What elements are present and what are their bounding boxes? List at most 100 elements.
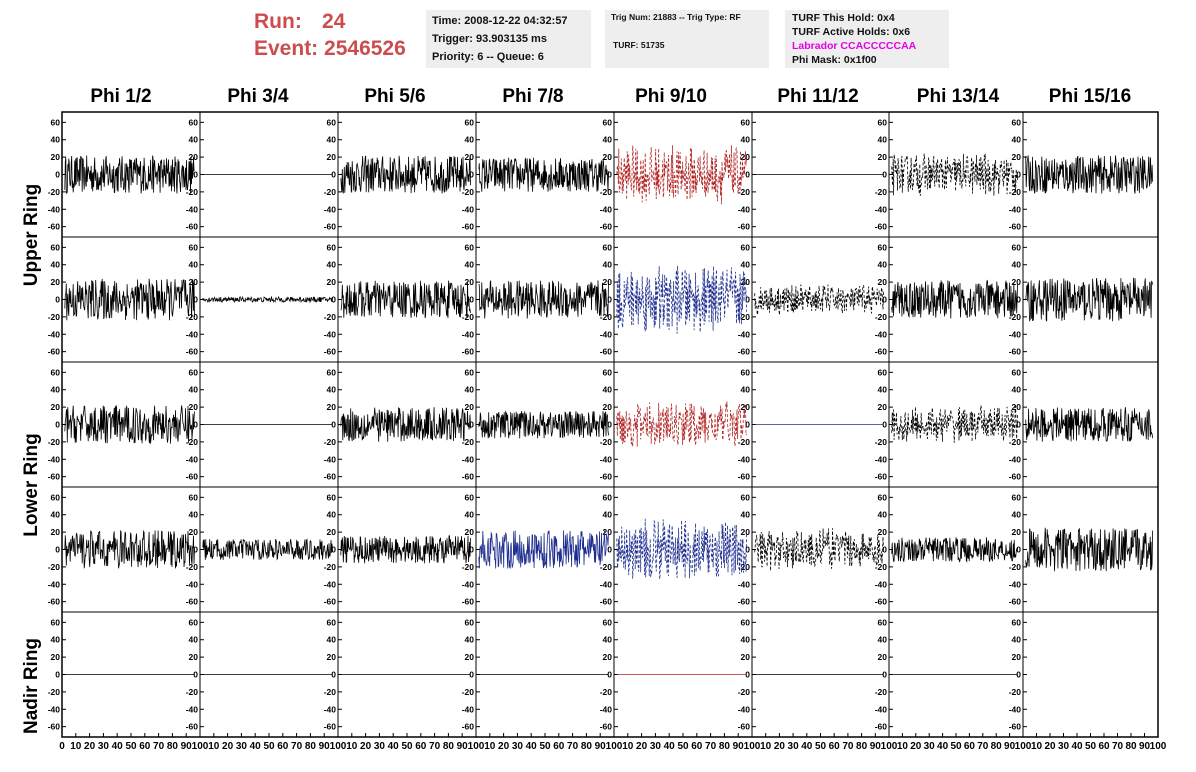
y-tick-label: 20 — [51, 277, 61, 287]
x-tick-label: 100 — [744, 741, 761, 752]
y-tick-label: 0 — [607, 420, 612, 430]
trigger-text: Trigger: 93.903135 ms — [432, 33, 547, 45]
waveform-trace — [202, 295, 333, 304]
y-tick-label: -20 — [738, 687, 751, 697]
waveform-trace — [754, 528, 884, 571]
x-tick-label: 80 — [856, 741, 868, 752]
y-tick-label: 20 — [51, 402, 61, 412]
y-tick-label: -20 — [324, 312, 337, 322]
y-tick-label: -60 — [1009, 347, 1022, 357]
x-tick-label: 20 — [1044, 741, 1056, 752]
x-tick-label: 60 — [553, 741, 565, 752]
x-tick-label: 80 — [991, 741, 1003, 752]
y-tick-label: 40 — [741, 510, 751, 520]
y-tick-label: -60 — [1009, 597, 1022, 607]
waveform-trace — [64, 278, 195, 321]
y-tick-label: 20 — [1012, 402, 1022, 412]
waveform-trace — [478, 157, 609, 192]
y-tick-label: -20 — [738, 437, 751, 447]
y-tick-label: 40 — [51, 135, 61, 145]
y-tick-label: -60 — [186, 597, 199, 607]
waveform-trace — [64, 529, 195, 569]
y-tick-label: 60 — [878, 242, 888, 252]
time-info-box: Time: 2008-12-22 04:32:57 Trigger: 93.90… — [426, 10, 591, 68]
waveform-trace — [891, 279, 1018, 319]
y-tick-label: -20 — [48, 687, 61, 697]
y-tick-label: -40 — [48, 204, 61, 214]
y-tick-label: -40 — [738, 454, 751, 464]
y-tick-label: 60 — [878, 117, 888, 127]
x-tick-label: 60 — [277, 741, 289, 752]
y-tick-label: 40 — [878, 635, 888, 645]
y-tick-label: 40 — [603, 260, 613, 270]
y-tick-label: 40 — [1012, 510, 1022, 520]
waveform-trace — [891, 537, 1018, 563]
x-tick-label: 30 — [1058, 741, 1070, 752]
x-tick-label: 90 — [1139, 741, 1151, 752]
y-tick-label: -20 — [324, 437, 337, 447]
y-tick-label: 40 — [51, 510, 61, 520]
y-tick-label: 60 — [603, 492, 613, 502]
x-tick-label: 100 — [1015, 741, 1032, 752]
x-tick-label: 100 — [468, 741, 485, 752]
waveform-trace — [1025, 277, 1153, 322]
y-tick-label: 20 — [465, 277, 475, 287]
turf-active-holds-text: TURF Active Holds: 0x6 — [792, 26, 911, 38]
y-tick-label: -40 — [875, 204, 888, 214]
waveform-trace — [1025, 155, 1153, 194]
x-tick-label: 80 — [443, 741, 455, 752]
x-tick-label: 90 — [181, 741, 193, 752]
x-tick-label: 40 — [937, 741, 949, 752]
y-tick-label: 20 — [1012, 277, 1022, 287]
y-tick-label: 0 — [1016, 170, 1021, 180]
x-tick-label: 20 — [84, 741, 96, 752]
y-tick-label: -40 — [324, 204, 337, 214]
y-tick-label: 0 — [55, 295, 60, 305]
y-tick-label: 20 — [327, 402, 337, 412]
x-tick-label: 50 — [401, 741, 413, 752]
y-tick-label: -20 — [875, 562, 888, 572]
y-tick-label: -60 — [600, 222, 613, 232]
y-tick-label: 40 — [1012, 260, 1022, 270]
y-tick-label: -60 — [1009, 222, 1022, 232]
y-tick-label: 20 — [189, 527, 199, 537]
waveform-trace — [478, 410, 609, 439]
x-tick-label: 10 — [484, 741, 496, 752]
y-tick-label: 20 — [603, 652, 613, 662]
x-tick-label: 30 — [650, 741, 662, 752]
y-tick-label: 0 — [882, 670, 887, 680]
y-tick-label: -20 — [48, 437, 61, 447]
y-tick-label: -60 — [875, 347, 888, 357]
x-tick-label: 40 — [526, 741, 538, 752]
y-tick-label: 0 — [1016, 295, 1021, 305]
y-tick-label: -60 — [875, 722, 888, 732]
y-tick-label: 40 — [327, 385, 337, 395]
y-tick-label: 60 — [51, 367, 61, 377]
y-tick-label: -40 — [875, 329, 888, 339]
y-tick-label: 20 — [1012, 652, 1022, 662]
x-tick-label: 20 — [360, 741, 372, 752]
y-tick-label: 20 — [878, 277, 888, 287]
y-tick-label: -20 — [462, 187, 475, 197]
y-tick-label: 0 — [469, 420, 474, 430]
y-tick-label: -20 — [462, 437, 475, 447]
waveform-trace — [891, 404, 1018, 443]
y-tick-label: 60 — [741, 617, 751, 627]
y-tick-label: -20 — [875, 312, 888, 322]
y-tick-label: -40 — [875, 454, 888, 464]
y-tick-label: -20 — [1009, 562, 1022, 572]
y-tick-label: 0 — [607, 670, 612, 680]
y-tick-label: -40 — [462, 454, 475, 464]
trig-num-text: Trig Num: 21883 -- Trig Type: RF — [611, 12, 741, 22]
y-tick-label: -40 — [324, 454, 337, 464]
y-tick-label: -60 — [48, 222, 61, 232]
y-tick-label: -20 — [186, 562, 199, 572]
y-tick-label: -40 — [324, 329, 337, 339]
y-tick-label: 20 — [327, 652, 337, 662]
y-tick-label: 60 — [327, 242, 337, 252]
y-tick-label: 0 — [331, 420, 336, 430]
y-tick-label: 20 — [189, 277, 199, 287]
waveform-trace — [202, 538, 333, 561]
y-tick-label: -60 — [324, 347, 337, 357]
x-tick-label: 60 — [1098, 741, 1110, 752]
